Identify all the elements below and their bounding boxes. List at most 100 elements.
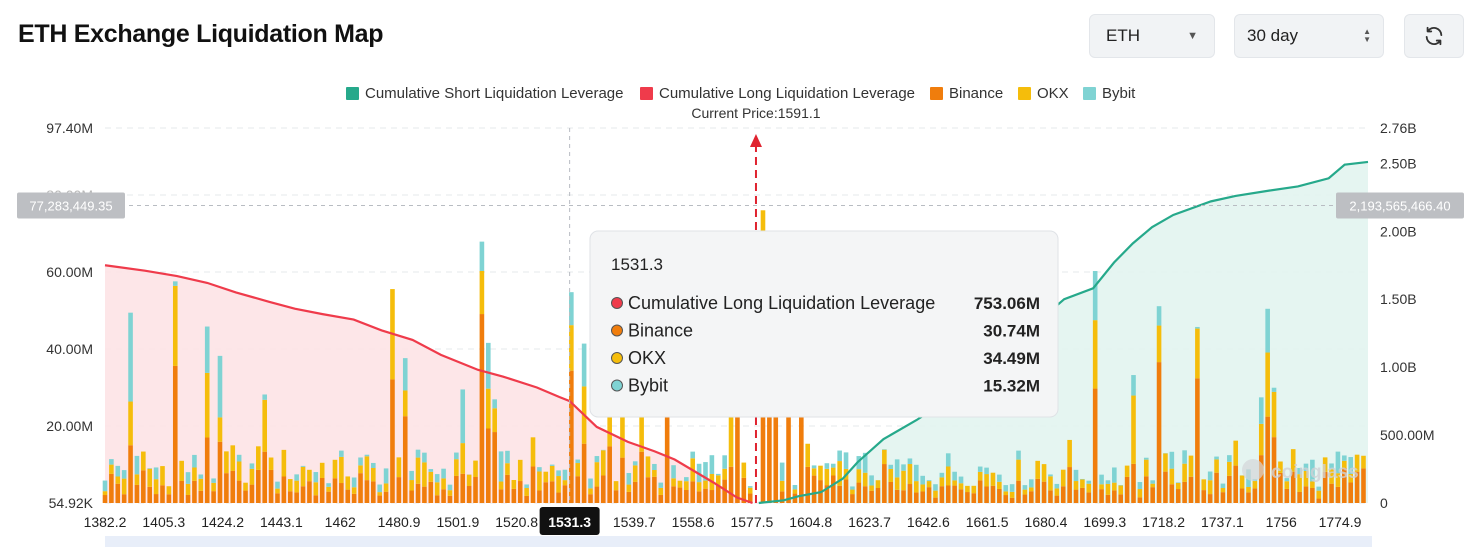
coin-select[interactable]: ETH ▼	[1089, 14, 1215, 58]
legend-swatch-long	[640, 87, 653, 100]
okx-bar	[172, 285, 178, 366]
binance-bar	[281, 476, 287, 503]
binance-bar	[1131, 463, 1136, 503]
bybit-bar	[364, 454, 370, 457]
bybit-bar	[441, 468, 446, 479]
bybit-bar	[498, 451, 504, 482]
okx-bar	[454, 459, 459, 476]
bybit-bar	[581, 343, 587, 387]
bybit-bar	[204, 326, 210, 373]
okx-bar	[415, 457, 421, 484]
period-select[interactable]: 30 day ▲ ▼	[1234, 14, 1384, 58]
bybit-bar	[537, 467, 542, 472]
binance-bar	[690, 481, 696, 503]
refresh-button[interactable]	[1404, 14, 1464, 58]
binance-bar	[1169, 484, 1175, 503]
okx-bar	[901, 470, 906, 491]
bybit-bar	[1028, 479, 1034, 488]
x-tick-label: 1774.9	[1319, 514, 1362, 530]
okx-bar	[1227, 461, 1232, 476]
okx-bar	[658, 487, 664, 495]
binance-bar	[524, 495, 529, 503]
okx-bar	[1265, 352, 1270, 417]
binance-bar	[1067, 467, 1072, 503]
bybit-bar	[1099, 474, 1104, 485]
bybit-bar	[479, 241, 485, 271]
binance-bar	[1342, 468, 1347, 503]
binance-bar	[1182, 481, 1187, 503]
binance-bar	[447, 495, 453, 503]
binance-bar	[607, 446, 612, 503]
okx-bar	[409, 480, 414, 491]
okx-bar	[275, 488, 280, 494]
x-tick-label: 1604.8	[789, 514, 832, 530]
binance-bar	[141, 470, 146, 503]
okx-bar	[1041, 464, 1047, 482]
binance-bar	[1143, 476, 1149, 503]
bybit-bar	[1195, 326, 1200, 329]
bybit-bar	[185, 472, 191, 484]
okx-bar	[109, 464, 114, 474]
binance-bar	[1214, 472, 1219, 503]
okx-bar	[952, 480, 957, 486]
binance-bar	[990, 485, 996, 503]
binance-bar	[479, 314, 485, 503]
binance-bar	[1118, 494, 1124, 503]
binance-bar	[1041, 481, 1047, 503]
tooltip-title: 1531.3	[611, 255, 663, 274]
bybit-bar	[747, 486, 753, 488]
bybit-bar	[869, 475, 874, 486]
tooltip-row-value: 34.49M	[983, 349, 1040, 368]
binance-bar	[652, 476, 657, 503]
binance-bar	[639, 451, 644, 503]
okx-bar	[1297, 474, 1302, 492]
okx-bar	[1067, 439, 1072, 468]
binance-bar	[888, 481, 894, 503]
okx-bar	[920, 484, 925, 492]
binance-bar	[1112, 490, 1117, 503]
binance-bar	[1080, 487, 1085, 503]
x-tick-label: 1443.1	[260, 514, 303, 530]
okx-bar	[115, 476, 121, 484]
bybit-bar	[792, 485, 798, 490]
okx-bar	[422, 462, 427, 487]
okx-bar	[728, 415, 734, 467]
binance-bar	[358, 473, 363, 503]
okx-bar	[965, 485, 970, 493]
okx-bar	[1073, 481, 1079, 490]
bybit-bar	[588, 478, 593, 489]
bybit-bar	[492, 399, 497, 409]
binance-bar	[984, 486, 989, 503]
y-right-tick-label: 2.50B	[1380, 155, 1417, 171]
okx-bar	[1156, 325, 1162, 363]
okx-bar	[505, 463, 510, 475]
bybit-bar	[121, 470, 127, 479]
x-tick-label: 1462	[325, 514, 356, 530]
y-right-tick-label: 1.50B	[1380, 291, 1417, 307]
y-left-tick-label: 97.40M	[46, 120, 93, 136]
okx-bar	[722, 468, 727, 480]
bybit-bar	[1214, 456, 1219, 460]
bybit-bar	[1105, 480, 1111, 484]
bybit-bar	[422, 452, 427, 463]
x-tick-label: 1737.1	[1201, 514, 1244, 530]
okx-bar	[824, 468, 830, 486]
y-right-tick-label: 2.76B	[1380, 120, 1417, 136]
binance-bar	[505, 474, 510, 503]
crosshair-y-left-badge	[17, 192, 125, 219]
legend-label-long: Cumulative Long Liquidation Leverage	[659, 85, 915, 102]
up-down-icon: ▲ ▼	[1363, 27, 1371, 44]
okx-bar	[556, 476, 561, 493]
bybit-bar	[901, 464, 906, 471]
y-left-tick-label: 40.00M	[46, 341, 93, 357]
okx-bar	[371, 468, 376, 482]
okx-bar	[160, 466, 165, 486]
okx-bar	[696, 482, 702, 492]
binance-bar	[837, 485, 842, 503]
binance-bar	[319, 477, 325, 503]
binance-bar	[971, 493, 977, 503]
crosshair-x-badge	[539, 507, 600, 535]
binance-bar	[236, 480, 242, 503]
okx-bar	[1143, 459, 1149, 477]
okx-bar	[862, 472, 868, 487]
